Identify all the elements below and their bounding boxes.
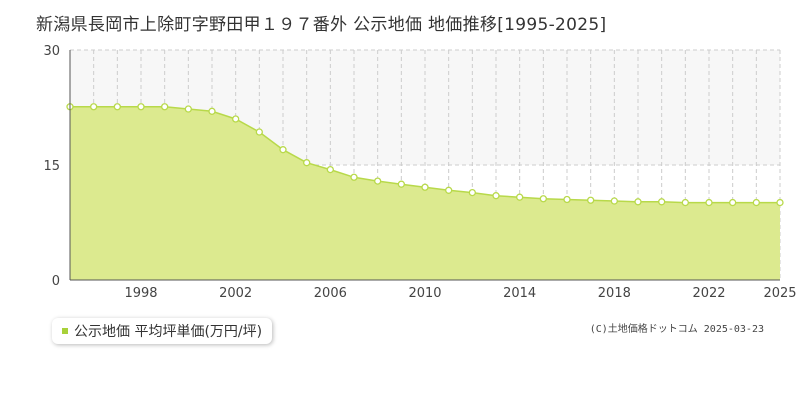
data-point — [610, 197, 618, 205]
data-point — [752, 198, 760, 207]
x-tick-label: 2002 — [219, 286, 252, 301]
data-point — [326, 165, 334, 174]
x-tick-labels: 1998 2002 2006 2010 2014 2018 2022 2025 — [124, 286, 796, 301]
data-point — [776, 198, 784, 207]
data-point — [397, 180, 405, 188]
copyright-text: (C)土地価格ドットコム 2025-03-23 — [589, 324, 764, 335]
legend-label: 公示地価 平均坪単価(万円/坪) — [74, 324, 263, 340]
data-point — [634, 198, 642, 206]
data-point — [658, 198, 666, 206]
data-point — [255, 128, 263, 136]
y-tick-labels: 0 15 30 — [43, 44, 60, 289]
y-tick-label: 30 — [43, 44, 60, 59]
data-point — [563, 195, 571, 204]
chart-title: 新潟県長岡市上除町字野田甲１９７番外 公示地価 地価推移[1995-2025] — [36, 15, 607, 35]
data-point — [468, 188, 476, 197]
data-point — [705, 198, 713, 207]
data-point — [90, 103, 98, 111]
data-point — [421, 183, 429, 191]
data-point — [729, 198, 737, 207]
data-point — [161, 103, 169, 111]
data-point — [681, 198, 689, 207]
x-tick-label: 2014 — [503, 286, 536, 301]
x-tick-label: 1998 — [124, 286, 157, 301]
legend: 公示地価 平均坪単価(万円/坪) — [52, 318, 273, 344]
data-point — [516, 193, 524, 201]
y-tick-label: 15 — [43, 159, 60, 174]
data-point — [137, 103, 145, 111]
data-point — [184, 105, 192, 113]
data-point — [587, 196, 595, 204]
area-chart: 0 15 30 1998 2002 2006 2010 2014 2018 2022 2025 — [43, 44, 796, 301]
data-point — [232, 115, 240, 123]
series-area — [70, 106, 780, 280]
y-tick-label: 0 — [52, 274, 60, 289]
x-tick-label: 2006 — [314, 286, 347, 301]
x-tick-label: 2010 — [408, 286, 441, 301]
data-point — [303, 159, 311, 167]
data-point — [113, 103, 121, 111]
data-point — [279, 146, 287, 154]
data-point — [445, 186, 453, 194]
data-point — [350, 173, 358, 181]
data-point — [208, 107, 216, 115]
data-point — [539, 195, 547, 203]
data-point — [374, 177, 382, 185]
legend-marker — [62, 328, 68, 334]
x-tick-label: 2025 — [763, 286, 796, 301]
data-point — [492, 192, 500, 200]
x-tick-label: 2018 — [598, 286, 631, 301]
x-tick-label: 2022 — [692, 286, 725, 301]
